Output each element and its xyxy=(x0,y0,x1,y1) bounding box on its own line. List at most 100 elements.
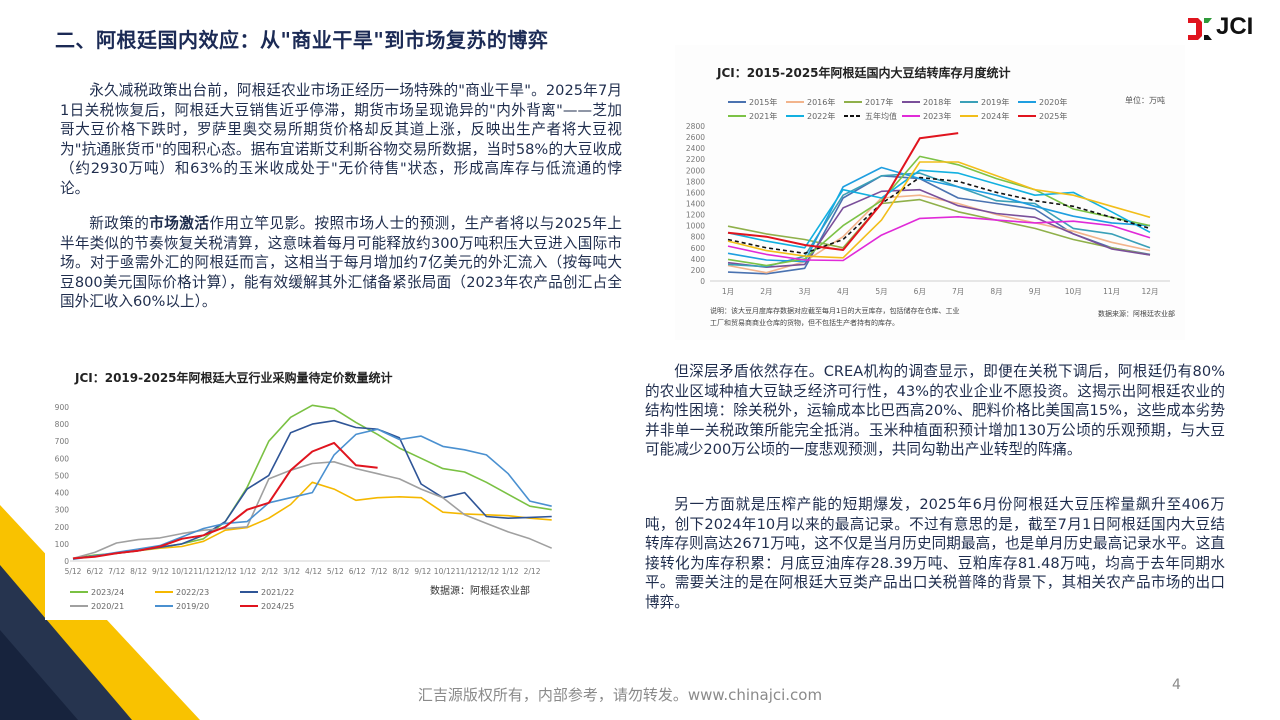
p2-text-post: 作用立竿见影。按照市场人士的预测，生产者将以与2025年上半年类似的节奏恢复关税… xyxy=(60,215,622,311)
chart-title: JCI：2015-2025年阿根廷国内大豆结转库存月度统计 xyxy=(716,65,1011,80)
series-line-2019/20 xyxy=(72,428,552,561)
legend-label: 2019年 xyxy=(981,97,1009,107)
page-title: 二、阿根廷国内效应：从"商业干旱"到市场复苏的博弈 xyxy=(55,28,549,52)
series-line-2023年 xyxy=(727,216,1151,262)
series-line-2020/21 xyxy=(72,461,553,560)
stock-monthly-chart: JCI：2015-2025年阿根廷国内大豆结转库存月度统计 0 200 400 600 8… xyxy=(675,45,1185,340)
legend-label: 五年均值 xyxy=(865,111,897,121)
legend-label: 2021/22 xyxy=(261,588,294,597)
legend-label: 2023/24 xyxy=(91,588,124,597)
x-tick-label: 7/12 xyxy=(371,567,388,576)
series-line-2018年 xyxy=(727,188,1151,268)
logo-text: JCI xyxy=(1216,13,1254,40)
legend-label: 2017年 xyxy=(865,97,893,107)
x-tick-label: 7月 xyxy=(952,287,964,296)
x-tick-label: 4/12 xyxy=(305,567,322,576)
y-tick-label: 2600 xyxy=(686,133,705,142)
y-tick-label: 600 xyxy=(691,244,706,253)
paragraph-commercial-drought: 永久减税政策出台前，阿根廷农业市场正经历一场特殊的"商业干旱"。2025年7月1… xyxy=(60,82,622,197)
footer-copyright: 汇吉源版权所有，内部参考，请勿转发。www.chinajci.com xyxy=(417,686,823,704)
y-tick-label: 700 xyxy=(55,437,70,446)
y-tick-label: 0 xyxy=(64,557,69,566)
p2-text-pre: 新政策的 xyxy=(89,215,150,232)
x-tick-label: 4月 xyxy=(837,287,849,296)
series-line-五年均值 xyxy=(727,176,1151,255)
y-tick-label: 1800 xyxy=(686,177,705,186)
x-tick-label: 1/12 xyxy=(239,567,256,576)
chart-source: 数据来源：阿根廷农业部 xyxy=(1098,309,1175,318)
x-tick-label: 9/12 xyxy=(414,567,431,576)
y-tick-label: 800 xyxy=(691,233,706,242)
legend-label: 2022/23 xyxy=(176,588,209,597)
unit-label: 单位：万吨 xyxy=(1125,95,1165,105)
x-tick-label: 10/12 xyxy=(434,567,456,576)
x-tick-label: 8/12 xyxy=(130,567,147,576)
chart-note: 说明：该大豆月度库存数据对应截至每月1日的大豆库存，包括储存在仓库、工业 xyxy=(710,306,959,315)
legend-label: 2019/20 xyxy=(176,602,209,611)
x-tick-label: 11/12 xyxy=(456,567,478,576)
x-tick-label: 2月 xyxy=(760,287,772,296)
paragraph-crushing-capacity: 另一方面就是压榨产能的短期爆发，2025年6月份阿根廷大豆压榨量飙升至406万吨… xyxy=(645,496,1225,611)
x-tick-label: 12/12 xyxy=(478,567,500,576)
y-tick-label: 0 xyxy=(700,277,705,286)
y-tick-label: 2000 xyxy=(686,166,705,175)
legend-label: 2025年 xyxy=(1039,111,1067,121)
y-tick-label: 2400 xyxy=(686,144,705,153)
series-line-2021/22 xyxy=(72,419,552,560)
series-line-2024/25 xyxy=(72,441,378,560)
paragraph-market-activation: 新政策的市场激活作用立竿见影。按照市场人士的预测，生产者将以与2025年上半年类… xyxy=(60,214,622,312)
y-tick-label: 200 xyxy=(55,523,70,532)
legend-label: 2021年 xyxy=(749,111,777,121)
x-tick-label: 5/12 xyxy=(65,567,82,576)
y-tick-label: 1200 xyxy=(686,211,705,220)
p2-bold-text: 市场激活 xyxy=(149,215,210,232)
x-tick-label: 3/12 xyxy=(283,567,300,576)
x-tick-label: 1/12 xyxy=(502,567,519,576)
legend-label: 2023年 xyxy=(923,111,951,121)
legend-label: 2024年 xyxy=(981,111,1009,121)
x-tick-label: 3月 xyxy=(799,287,811,296)
y-tick-label: 300 xyxy=(55,506,70,515)
y-tick-label: 1400 xyxy=(686,200,705,209)
x-tick-label: 2/12 xyxy=(524,567,541,576)
series-line-2020年 xyxy=(727,166,1151,263)
x-tick-label: 6/12 xyxy=(349,567,366,576)
series-line-2019年 xyxy=(727,172,1151,268)
x-tick-label: 6月 xyxy=(914,287,926,296)
chart-title: JCI：2019-2025年阿根廷大豆行业采购量待定价数量统计 xyxy=(74,370,393,385)
legend-label: 2015年 xyxy=(749,97,777,107)
x-tick-label: 10月 xyxy=(1065,287,1082,296)
series-line-2024年 xyxy=(727,161,1151,259)
x-tick-label: 5/12 xyxy=(327,567,344,576)
x-tick-label: 12月 xyxy=(1141,287,1158,296)
y-tick-label: 800 xyxy=(55,420,70,429)
y-tick-label: 100 xyxy=(55,540,70,549)
paragraph-deep-contradictions: 但深层矛盾依然存在。CREA机构的调查显示，即便在关税下调后，阿根廷仍有80%的… xyxy=(645,363,1225,459)
x-tick-label: 6/12 xyxy=(86,567,103,576)
x-tick-label: 11/12 xyxy=(193,567,215,576)
series-line-2021年 xyxy=(727,155,1151,267)
legend-label: 2016年 xyxy=(807,97,835,107)
legend-label: 2024/25 xyxy=(261,602,294,611)
chart-source: 数据源：阿根廷农业部 xyxy=(430,584,530,597)
dark-navy-stripe xyxy=(0,630,78,720)
series-line-2016年 xyxy=(727,194,1151,274)
x-tick-label: 10/12 xyxy=(171,567,193,576)
series-line-2022年 xyxy=(727,169,1151,249)
y-tick-label: 2200 xyxy=(686,155,705,164)
chart-note: 工厂和贸易商商业仓库的货物，但不包括生产者持有的库存。 xyxy=(710,318,899,327)
x-tick-label: 12/12 xyxy=(215,567,237,576)
x-tick-label: 9月 xyxy=(1029,287,1041,296)
x-tick-label: 9/12 xyxy=(152,567,169,576)
x-tick-label: 8月 xyxy=(990,287,1002,296)
legend-label: 2018年 xyxy=(923,97,951,107)
y-tick-label: 200 xyxy=(691,266,706,275)
y-tick-label: 400 xyxy=(55,489,70,498)
y-tick-label: 600 xyxy=(55,454,70,463)
x-tick-label: 11月 xyxy=(1103,287,1120,296)
y-tick-label: 1000 xyxy=(686,222,705,231)
y-tick-label: 900 xyxy=(55,403,70,412)
legend-label: 2020年 xyxy=(1039,97,1067,107)
y-tick-label: 400 xyxy=(691,255,706,264)
x-tick-label: 1月 xyxy=(722,287,734,296)
